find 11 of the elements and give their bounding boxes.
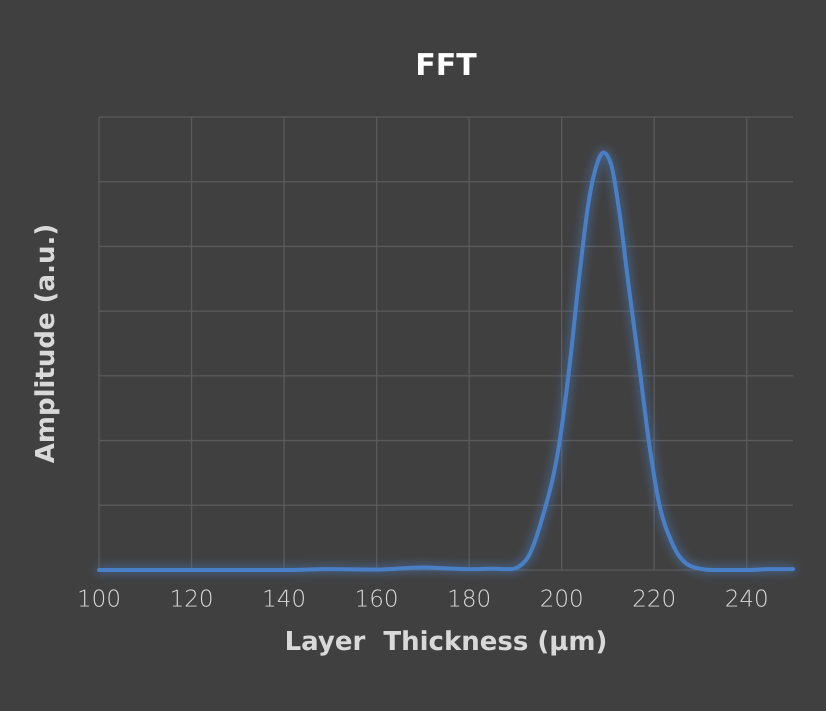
y-axis-title: Amplitude (a.u.)	[31, 224, 62, 464]
x-tick-label: 220	[632, 586, 676, 612]
x-tick-label: 140	[262, 586, 306, 612]
x-tick-label: 120	[170, 586, 214, 612]
x-tick-label: 160	[354, 586, 399, 612]
chart-title: FFT	[415, 48, 478, 83]
x-tick-label: 100	[77, 586, 121, 612]
x-tick-label: 180	[447, 586, 492, 612]
x-tick-label: 240	[724, 586, 769, 612]
x-axis-title: Layer Thickness (µm)	[284, 627, 608, 657]
x-tick-label: 200	[540, 586, 584, 612]
